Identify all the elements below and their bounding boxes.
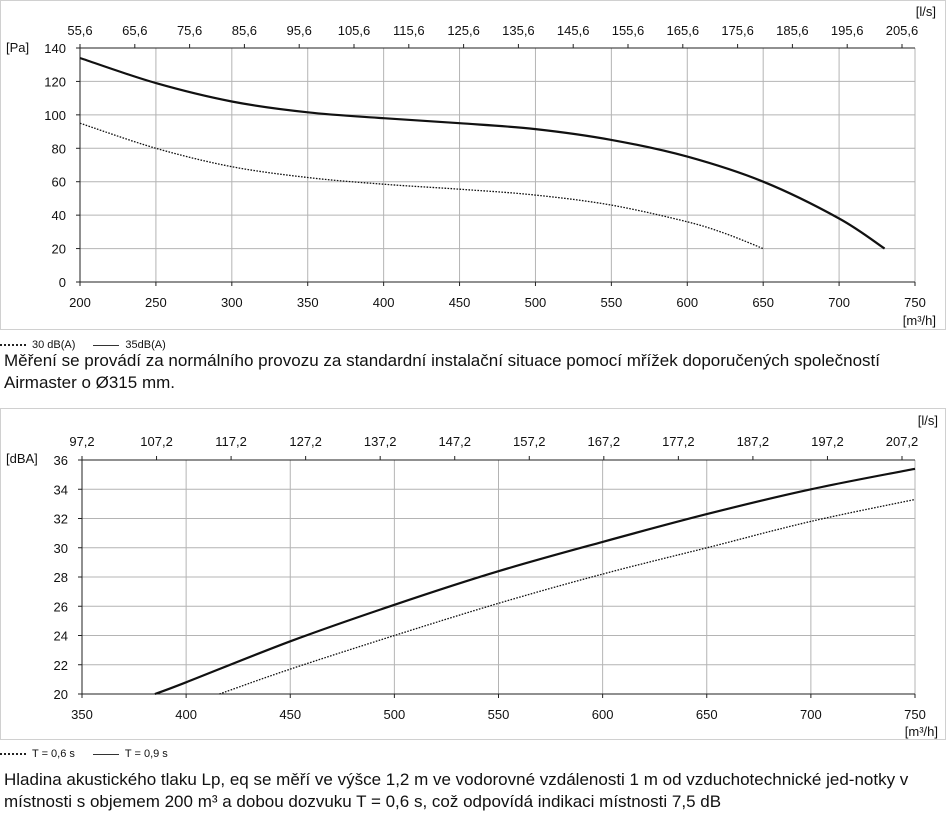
sound-chart-legend: T = 0,6 s T = 0,9 s [0, 748, 186, 760]
series-line-dotted [219, 498, 916, 695]
x-tick-label: 750 [904, 295, 926, 310]
y-tick-label: 80 [52, 141, 66, 156]
y-tick-label: 60 [52, 175, 66, 190]
y-axis-label: [dBA] [6, 451, 38, 466]
x-tick-label: 500 [525, 295, 547, 310]
top-tick-label: 155,6 [612, 23, 645, 38]
top-tick-label: 117,2 [215, 434, 247, 449]
sound-chart-caption: Hladina akustického tlaku Lp, eq se měří… [4, 770, 909, 811]
x-tick-label: 250 [145, 295, 167, 310]
x-tick-label: 550 [601, 295, 623, 310]
series-line-solid [79, 56, 886, 250]
legend-dotted-swatch [0, 344, 26, 346]
y-tick-label: 30 [54, 541, 68, 556]
top-tick-label: 137,2 [364, 434, 397, 449]
sound-chart-svg: 350 400 450 500 550 600 650 700 750 20 22 24 26 28 30 3… [6, 413, 938, 739]
top-tick-label: 145,6 [557, 23, 590, 38]
x-tick-label: 650 [752, 295, 774, 310]
top-tick-label: 107,2 [140, 434, 173, 449]
y-tick-label: 0 [59, 275, 66, 290]
top-tick-label: 95,6 [287, 23, 312, 38]
x-tick-label: 700 [800, 707, 822, 722]
x-tick-label: 350 [71, 707, 93, 722]
y-tick-label: 24 [54, 629, 68, 644]
top-tick-label: 185,6 [776, 23, 809, 38]
pressure-chart-svg: 200 250 300 350 400 450 500 550 600 650 700 750 0 20 4… [6, 4, 936, 328]
x-tick-label: 200 [69, 295, 91, 310]
top-tick-label: 167,2 [588, 434, 621, 449]
top-tick-label: 175,6 [721, 23, 754, 38]
top-axis-label: [l/s] [918, 413, 938, 428]
y-tick-label: 40 [52, 208, 66, 223]
x-tick-label: 400 [373, 295, 395, 310]
x-axis-label: [m³/h] [903, 313, 936, 328]
series-line-dotted [79, 122, 764, 250]
y-tick-label: 140 [44, 41, 66, 56]
top-tick-label: 115,6 [393, 23, 425, 38]
y-tick-label: 20 [52, 242, 66, 257]
top-tick-label: 157,2 [513, 434, 546, 449]
series-line-solid [154, 467, 916, 696]
top-tick-label: 75,6 [177, 23, 202, 38]
x-tick-label: 350 [297, 295, 319, 310]
legend-item: 30 dB(A) [0, 339, 75, 351]
legend-label: T = 0,6 s [32, 748, 75, 760]
top-tick-label: 195,6 [831, 23, 864, 38]
x-tick-label: 650 [696, 707, 718, 722]
top-tick-label: 147,2 [438, 434, 471, 449]
top-tick-label: 65,6 [122, 23, 147, 38]
legend-dotted-swatch [0, 753, 26, 755]
top-tick-label: 177,2 [662, 434, 695, 449]
top-tick-label: 105,6 [338, 23, 371, 38]
pressure-chart-legend: 30 dB(A) 35dB(A) [0, 339, 184, 351]
legend-item: T = 0,9 s [92, 748, 168, 760]
x-axis-label: [m³/h] [905, 724, 938, 739]
y-tick-label: 120 [44, 74, 66, 89]
legend-label: 35dB(A) [125, 339, 166, 351]
x-tick-label: 600 [676, 295, 698, 310]
y-tick-label: 34 [54, 482, 68, 497]
x-tick-label: 450 [279, 707, 301, 722]
x-tick-label: 700 [828, 295, 850, 310]
x-tick-label: 550 [488, 707, 510, 722]
y-tick-label: 22 [54, 658, 68, 673]
x-tick-label: 400 [175, 707, 197, 722]
pressure-chart: 200 250 300 350 400 450 500 550 600 650 700 750 0 20 4… [0, 0, 948, 330]
top-tick-label: 85,6 [232, 23, 257, 38]
top-tick-label: 125,6 [447, 23, 480, 38]
top-tick-label: 197,2 [811, 434, 844, 449]
top-tick-label: 207,2 [886, 434, 919, 449]
sound-chart: 350 400 450 500 550 600 650 700 750 20 22 24 26 28 30 3… [0, 408, 948, 740]
y-tick-label: 32 [54, 512, 68, 527]
top-tick-label: 55,6 [67, 23, 92, 38]
legend-item: T = 0,6 s [0, 748, 75, 760]
y-tick-label: 28 [54, 570, 68, 585]
legend-solid-swatch [92, 753, 119, 755]
x-tick-label: 750 [904, 707, 926, 722]
legend-label: 30 dB(A) [32, 339, 76, 351]
x-tick-label: 500 [384, 707, 406, 722]
legend-label: T = 0,9 s [124, 748, 168, 760]
top-axis-label: [l/s] [916, 4, 936, 19]
y-tick-label: 20 [54, 687, 68, 702]
y-tick-label: 36 [54, 453, 68, 468]
top-tick-label: 97,2 [69, 434, 94, 449]
top-tick-label: 205,6 [886, 23, 919, 38]
y-tick-label: 26 [54, 599, 68, 614]
y-axis-label: [Pa] [6, 40, 29, 55]
top-tick-label: 165,6 [667, 23, 700, 38]
legend-item: 35dB(A) [93, 339, 166, 351]
x-tick-label: 600 [592, 707, 614, 722]
top-tick-label: 127,2 [289, 434, 322, 449]
y-tick-label: 100 [44, 108, 66, 123]
pressure-chart-caption: Měření se provádí za normálního provozu … [4, 351, 880, 392]
x-tick-label: 450 [449, 295, 471, 310]
top-tick-label: 187,2 [737, 434, 770, 449]
top-tick-label: 135,6 [502, 23, 535, 38]
legend-solid-swatch [93, 344, 120, 346]
x-tick-label: 300 [221, 295, 243, 310]
